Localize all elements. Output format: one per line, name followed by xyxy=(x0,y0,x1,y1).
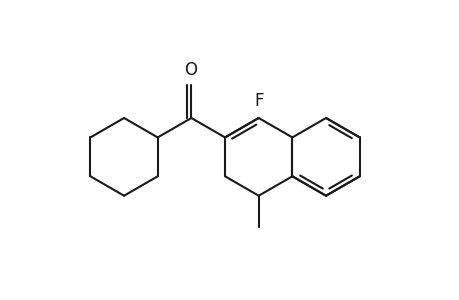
Text: O: O xyxy=(184,61,196,79)
Text: F: F xyxy=(254,92,264,110)
